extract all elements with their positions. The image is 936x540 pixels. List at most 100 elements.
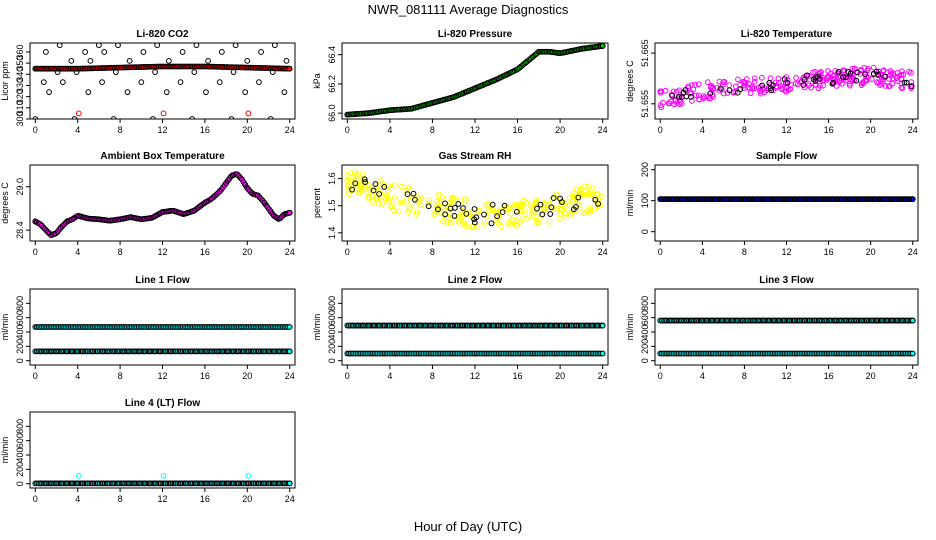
x-tick-label: 12 xyxy=(470,125,480,135)
x-tick-label: 24 xyxy=(598,125,608,135)
point-sample_flow-overlay xyxy=(855,196,861,203)
point-li820_temp-0 xyxy=(840,74,846,80)
point-gas_rh-0 xyxy=(439,218,446,225)
panel-ambient_box: Ambient Box Temperature degrees C 0 4 8 12 16 2… xyxy=(0,151,296,257)
point-co2-1 xyxy=(230,69,237,75)
point-li820_temp-0 xyxy=(815,85,822,92)
x-tick-label: 24 xyxy=(908,125,918,135)
point-li820_temp-0 xyxy=(662,87,669,94)
panel-line3: Line 3 Flow ml/min 0 4 8 12 16 20 24 0 20040060080… xyxy=(625,275,919,381)
x-tick-label: 20 xyxy=(242,494,252,504)
x-tick-label: 4 xyxy=(700,125,705,135)
point-gas_rh-0 xyxy=(572,204,579,210)
panel-title: Sample Flow xyxy=(756,151,817,162)
point-li820_temp-0 xyxy=(700,95,707,102)
point-li820_temp-0 xyxy=(688,82,695,88)
point-ambient_box-overlay xyxy=(32,218,39,225)
point-co2-1 xyxy=(32,116,39,119)
point-li820_temp-0 xyxy=(906,68,912,75)
point-co2-1 xyxy=(232,43,239,49)
point-pressure-overlay xyxy=(344,111,351,118)
y-tick-label: 29.0 xyxy=(15,178,25,196)
point-pressure-overlay xyxy=(465,88,472,94)
point-li820_temp-0 xyxy=(862,71,869,77)
point-li820_temp-0 xyxy=(800,82,807,88)
y-tick-label: 0 xyxy=(640,229,650,234)
y-tick-label: 800 xyxy=(327,296,337,311)
y-tick-label: 350 xyxy=(15,56,25,71)
y-axis-label: percent xyxy=(312,187,322,218)
x-tick-label: 4 xyxy=(75,247,80,257)
point-ambient_box-overlay xyxy=(210,194,217,201)
point-ambient_box-overlay xyxy=(255,192,261,199)
point-pressure-overlay xyxy=(427,100,434,107)
point-line2-1 xyxy=(599,350,606,357)
x-tick-label: 24 xyxy=(285,125,295,135)
point-gas_rh-0 xyxy=(384,193,390,200)
point-co2-1 xyxy=(46,89,52,96)
x-tick-label: 20 xyxy=(866,125,876,135)
x-tick-label: 20 xyxy=(866,247,876,257)
point-pressure-overlay xyxy=(555,50,561,56)
point-gas_rh-0 xyxy=(358,184,365,191)
x-tick-label: 8 xyxy=(118,247,123,257)
point-pressure-overlay xyxy=(369,109,376,116)
point-co2-1 xyxy=(96,43,102,49)
point-li820_temp-0 xyxy=(810,76,817,83)
point-li820_temp-0 xyxy=(793,75,800,81)
point-co2-1 xyxy=(101,49,108,55)
point-pressure-overlay xyxy=(421,102,427,109)
point-li820_temp-0 xyxy=(717,85,724,92)
point-sample_flow-overlay xyxy=(846,196,853,203)
point-li820_temp-0 xyxy=(894,75,901,81)
point-li820_temp-0 xyxy=(735,76,741,83)
point-gas_rh-0 xyxy=(550,195,557,201)
point-gas_rh-0 xyxy=(474,224,480,230)
point-sample_flow-overlay xyxy=(897,196,904,203)
point-li820_temp-0 xyxy=(847,80,853,87)
point-co2-1 xyxy=(112,69,119,75)
point-li820_temp-0 xyxy=(870,64,877,71)
point-co2-1 xyxy=(40,79,47,86)
y-axis-label: ml/min xyxy=(625,314,635,341)
x-tick-label: 24 xyxy=(598,371,608,381)
point-gas_rh-0 xyxy=(587,208,594,215)
point-gas_rh-0 xyxy=(369,184,376,191)
y-tick-label: 400 xyxy=(15,448,25,463)
x-tick-label: 16 xyxy=(513,247,523,257)
y-axis-label: ml/min xyxy=(0,437,10,464)
point-co2-1 xyxy=(73,69,80,75)
point-pressure-overlay xyxy=(491,77,498,84)
x-tick-label: 12 xyxy=(781,371,791,381)
point-sample_flow-overlay xyxy=(800,196,807,203)
point-li820_temp-0 xyxy=(868,76,875,82)
point-li820_temp-0 xyxy=(794,81,801,88)
point-gas_rh-0 xyxy=(451,213,458,219)
y-tick-label: 600 xyxy=(640,310,650,325)
point-sample_flow-overlay xyxy=(657,196,664,203)
point-gas_rh-0 xyxy=(537,201,544,208)
point-li820_temp-0 xyxy=(801,76,808,83)
point-co2-1 xyxy=(124,89,131,96)
point-gas_rh-0 xyxy=(344,177,351,184)
x-tick-label: 4 xyxy=(387,371,392,381)
point-gas_rh-0 xyxy=(425,203,432,210)
point-gas_rh-0 xyxy=(498,223,504,230)
point-gas_rh-0 xyxy=(585,183,592,190)
point-gas_rh-0 xyxy=(346,191,352,198)
point-co2-1 xyxy=(126,57,133,64)
point-gas_rh-0 xyxy=(447,205,454,212)
panel-li820_temp: Li-820 Temperature degrees C 0 4 8 12 16 20 24 51… xyxy=(625,29,919,135)
point-ambient_box-overlay xyxy=(274,214,280,221)
point-gas_rh-0 xyxy=(523,215,530,222)
x-tick-label: 0 xyxy=(33,247,38,257)
panel-gas_rh: Gas Stream RH percent 0 4 8 12 16 20 24 1.4 1.5 1.6 xyxy=(312,151,609,257)
point-co2-1 xyxy=(54,69,61,75)
point-li820_temp-0 xyxy=(858,82,865,89)
point-gas_rh-0 xyxy=(488,220,495,227)
point-co2-1 xyxy=(193,43,200,49)
point-pressure-overlay xyxy=(529,54,536,60)
point-gas_rh-0 xyxy=(513,208,520,215)
x-tick-label: 8 xyxy=(118,125,123,135)
point-gas_rh-0 xyxy=(576,204,583,211)
